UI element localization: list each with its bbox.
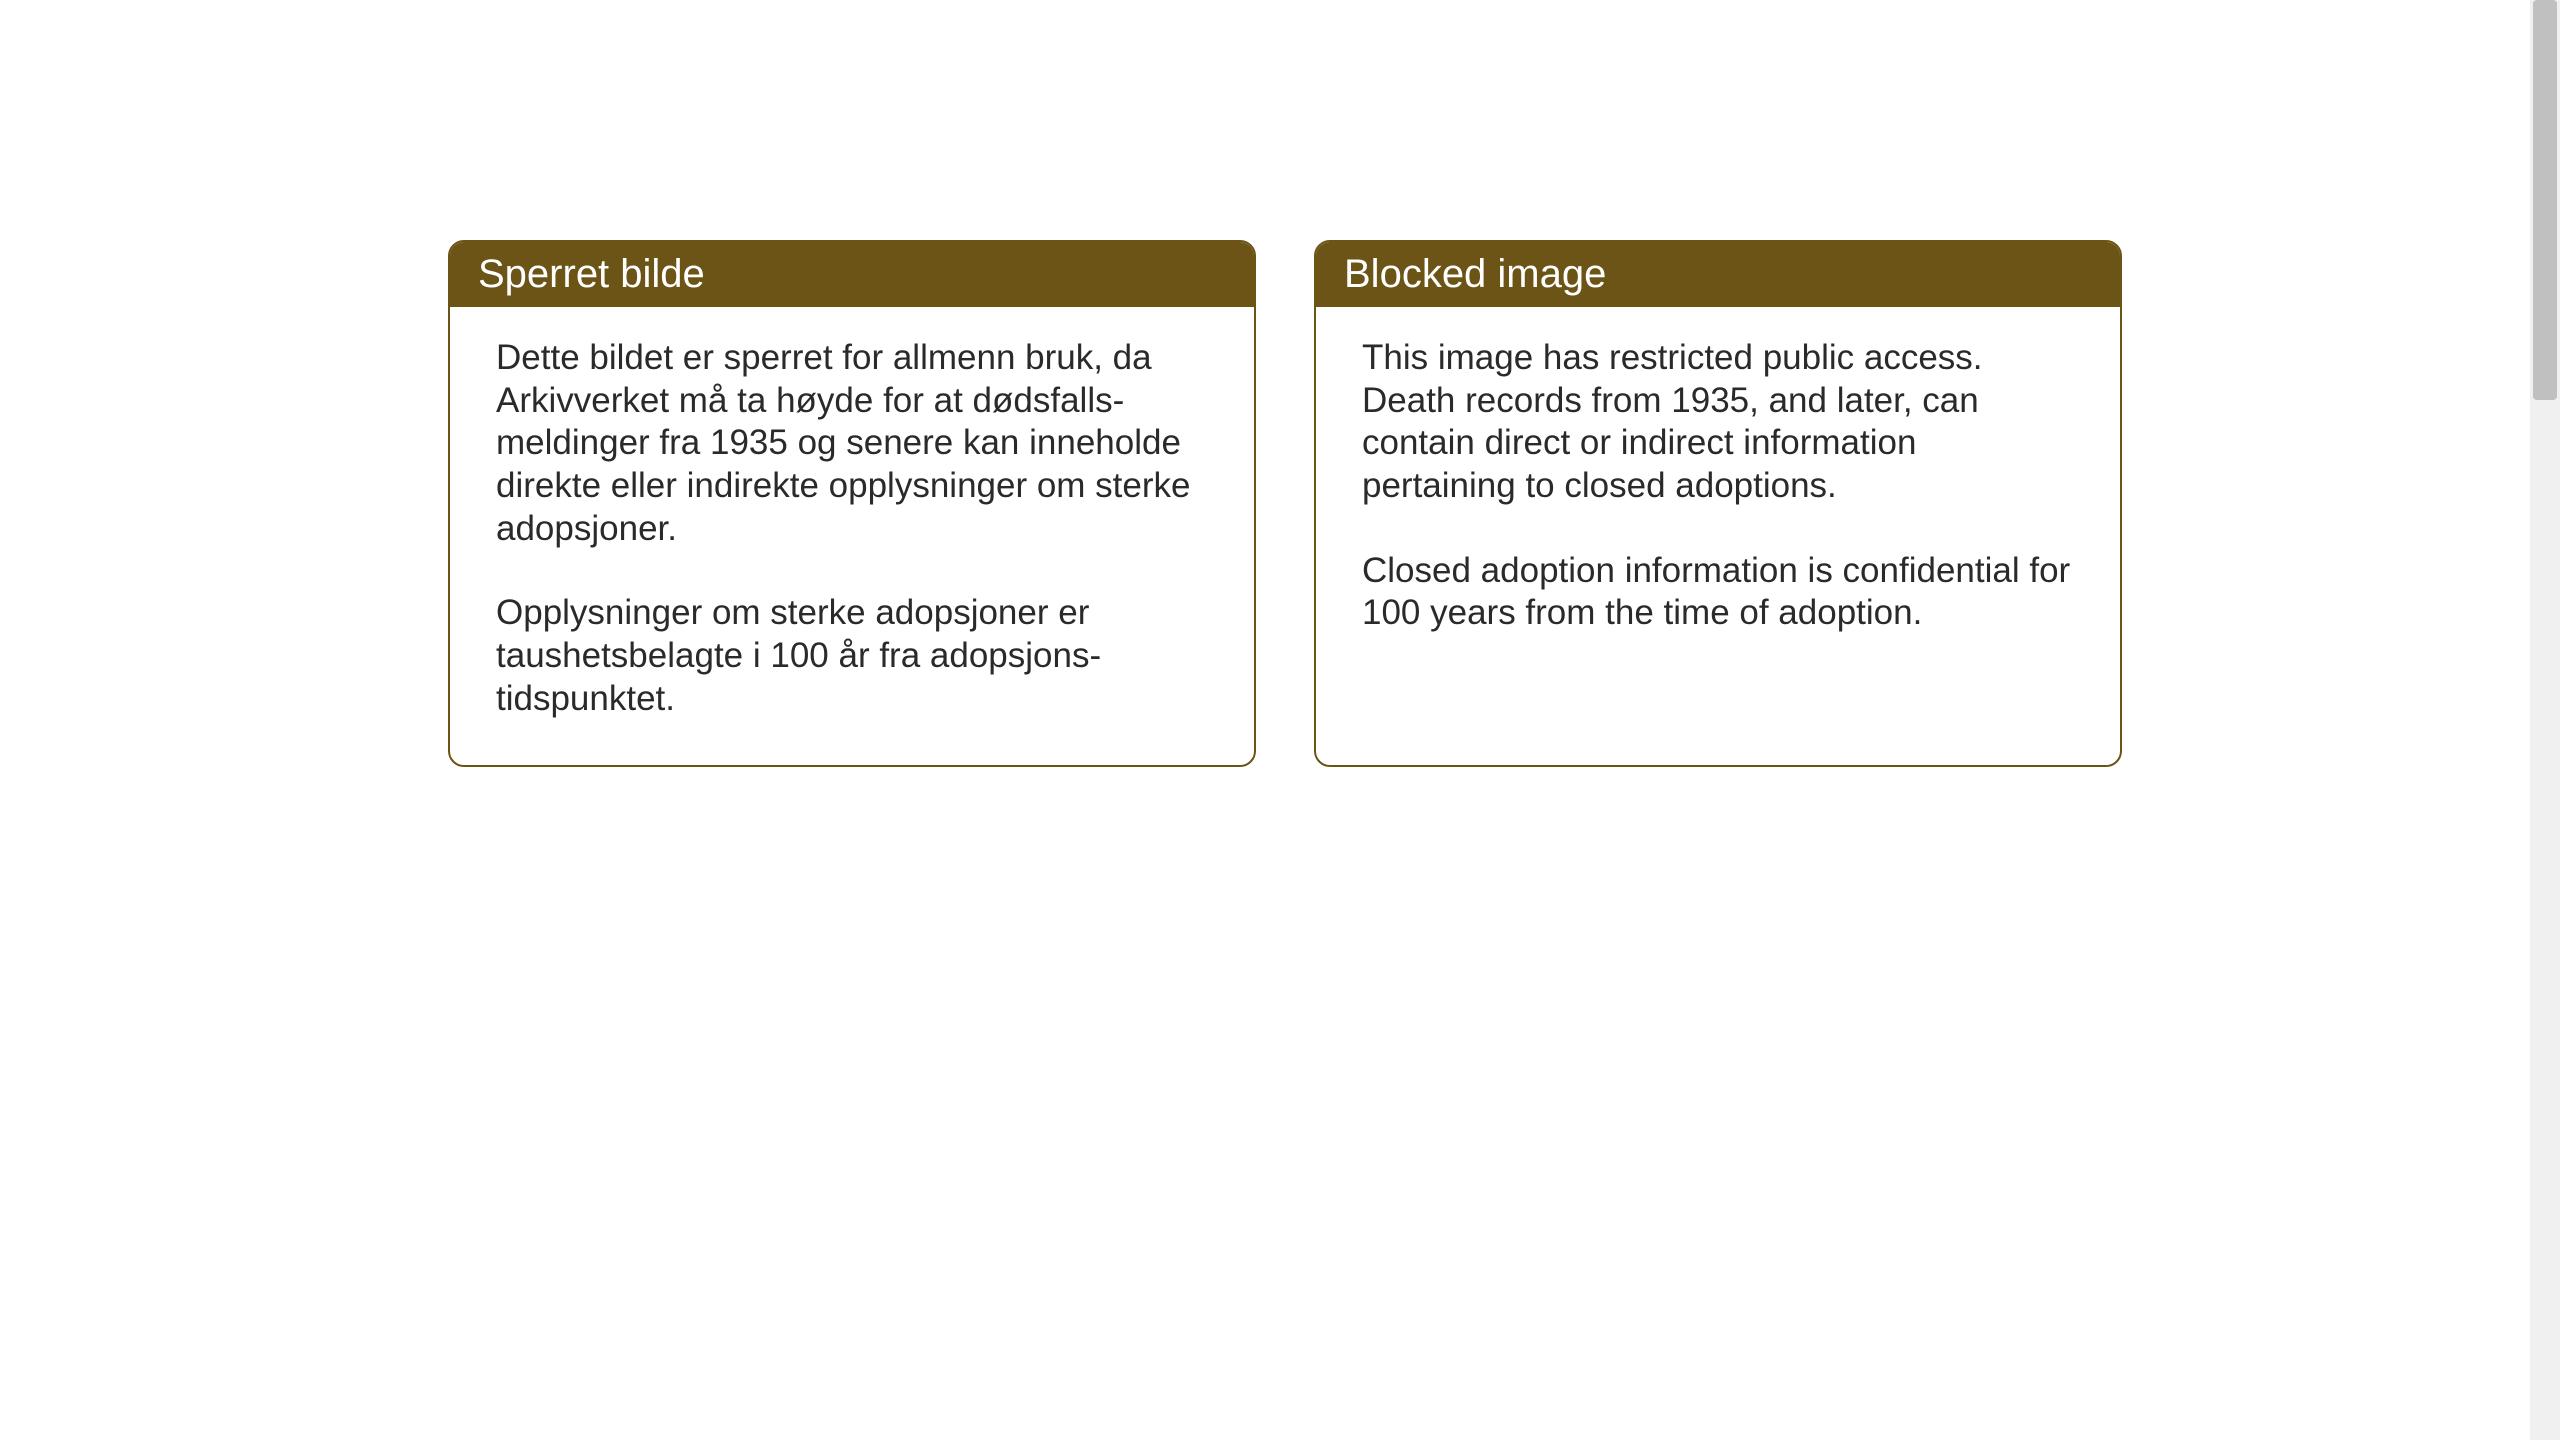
card-paragraph-1-english: This image has restricted public access.… xyxy=(1362,337,2074,508)
card-header-english: Blocked image xyxy=(1316,242,2120,307)
scrollbar-track[interactable] xyxy=(2530,0,2560,1440)
notice-container: Sperret bilde Dette bildet er sperret fo… xyxy=(0,0,2560,767)
notice-card-english: Blocked image This image has restricted … xyxy=(1314,240,2122,767)
card-title-english: Blocked image xyxy=(1344,252,1606,296)
card-paragraph-2-norwegian: Opplysninger om sterke adopsjoner er tau… xyxy=(496,592,1208,720)
card-body-norwegian: Dette bildet er sperret for allmenn bruk… xyxy=(450,307,1254,765)
scrollbar-thumb[interactable] xyxy=(2533,0,2557,400)
notice-card-norwegian: Sperret bilde Dette bildet er sperret fo… xyxy=(448,240,1256,767)
card-paragraph-1-norwegian: Dette bildet er sperret for allmenn bruk… xyxy=(496,337,1208,550)
card-paragraph-2-english: Closed adoption information is confident… xyxy=(1362,550,2074,635)
card-body-english: This image has restricted public access.… xyxy=(1316,307,2120,679)
card-title-norwegian: Sperret bilde xyxy=(478,252,705,296)
card-header-norwegian: Sperret bilde xyxy=(450,242,1254,307)
